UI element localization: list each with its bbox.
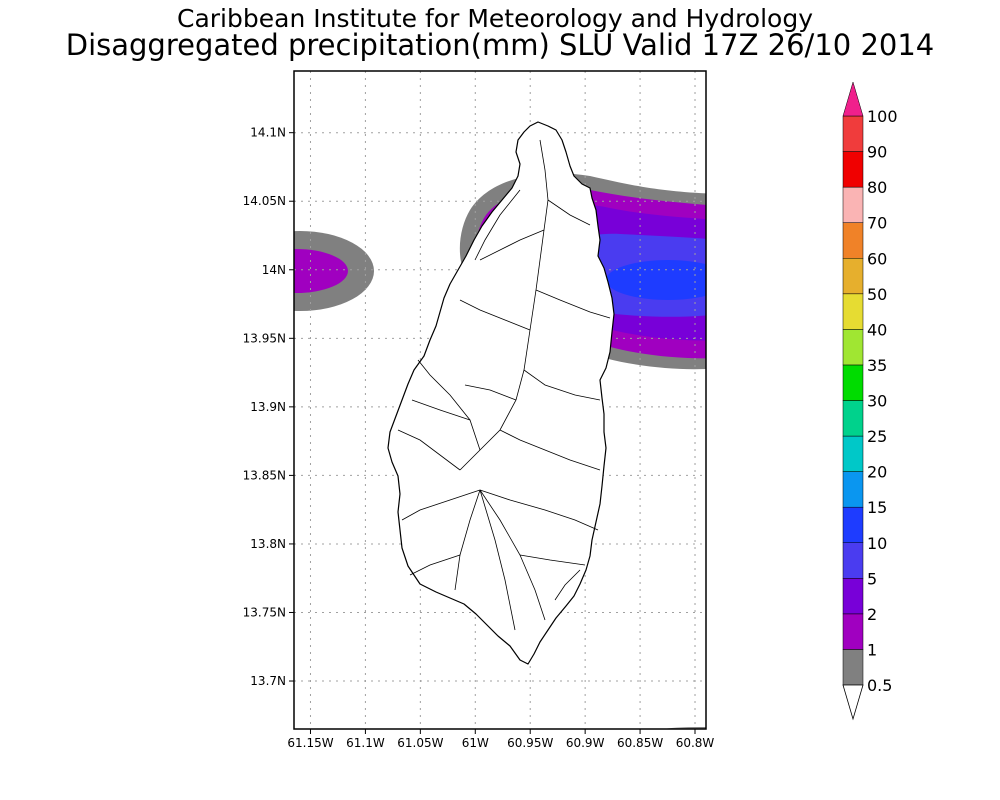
colorbar-swatch xyxy=(842,258,864,295)
lat-tick-label: 13.85N xyxy=(243,468,286,482)
colorbar-swatch xyxy=(842,471,864,508)
saint-lucia-island xyxy=(387,121,615,665)
lon-tick-label: 61.15W xyxy=(287,736,333,750)
map-subtitle: Disaggregated precipitation(mm) SLU Vali… xyxy=(65,28,935,62)
lon-tick-label: 60.8W xyxy=(676,736,715,750)
colorbar-level-label: 60 xyxy=(867,249,887,268)
lon-tick-label: 61.1W xyxy=(346,736,385,750)
colorbar-swatch xyxy=(842,364,864,401)
colorbar-level-label: 10 xyxy=(867,534,887,553)
lon-tick-label: 60.95W xyxy=(507,736,553,750)
lat-tick-label: 13.8N xyxy=(250,537,286,551)
colorbar-swatch xyxy=(842,293,864,330)
colorbar-level-label: 40 xyxy=(867,320,887,339)
colorbar-swatch xyxy=(842,649,864,686)
colorbar-level-label: 90 xyxy=(867,143,887,162)
lon-tick-label: 61W xyxy=(462,736,489,750)
colorbar-level-label: 35 xyxy=(867,356,887,375)
colorbar-swatch xyxy=(842,542,864,579)
colorbar-level-label: 30 xyxy=(867,392,887,411)
colorbar-level-label: 70 xyxy=(867,214,887,233)
colorbar-under-triangle xyxy=(842,684,864,721)
colorbar-swatch xyxy=(842,329,864,366)
colorbar-level-label: 2 xyxy=(867,605,877,624)
colorbar-level-label: 80 xyxy=(867,178,887,197)
colorbar-level-label: 0.5 xyxy=(867,676,892,695)
map-frame xyxy=(293,70,707,730)
colorbar-swatch xyxy=(842,400,864,437)
lat-tick-label: 13.95N xyxy=(243,331,286,345)
colorbar-level-label: 15 xyxy=(867,498,887,517)
precip-contour-purple-west xyxy=(294,249,348,293)
colorbar-swatch xyxy=(842,435,864,472)
island-coastline xyxy=(387,121,615,665)
colorbar-swatch xyxy=(842,578,864,615)
lat-tick-label: 14.05N xyxy=(243,194,286,208)
colorbar-over-triangle xyxy=(842,81,864,117)
lat-tick-label: 13.9N xyxy=(250,400,286,414)
longitude-axis: 61.15W 61.1W 61.05W 61W 60.95W 60.9W 60.85W 60.… xyxy=(287,729,714,750)
lon-tick-label: 61.05W xyxy=(397,736,443,750)
colorbar-level-label: 5 xyxy=(867,569,877,588)
river-network xyxy=(397,139,611,631)
lon-tick-label: 60.85W xyxy=(617,736,663,750)
colorbar-swatch xyxy=(842,115,864,152)
lat-tick-label: 13.7N xyxy=(250,674,286,688)
colorbar-level-label: 20 xyxy=(867,463,887,482)
colorbar-swatch xyxy=(842,222,864,259)
lon-tick-label: 60.9W xyxy=(566,736,605,750)
lat-tick-label: 14.1N xyxy=(250,126,286,140)
lat-tick-label: 14N xyxy=(262,263,286,277)
colorbar-swatch xyxy=(842,506,864,543)
latitude-axis: 14.1N 14.05N 14N 13.95N 13.9N 13.85N 13.8N 13.7… xyxy=(243,126,294,688)
colorbar-swatch xyxy=(842,613,864,650)
colorbar-swatch xyxy=(842,151,864,188)
precip-contour-deepblue-east xyxy=(606,260,706,300)
colorbar-swatch xyxy=(842,186,864,223)
colorbar-level-label: 1 xyxy=(867,640,877,659)
colorbar-level-label: 100 xyxy=(867,107,898,126)
colorbar-level-label: 50 xyxy=(867,285,887,304)
lat-tick-label: 13.75N xyxy=(243,605,286,619)
colorbar-level-label: 25 xyxy=(867,427,887,446)
map-title: Caribbean Institute for Meteorology and … xyxy=(177,4,813,33)
